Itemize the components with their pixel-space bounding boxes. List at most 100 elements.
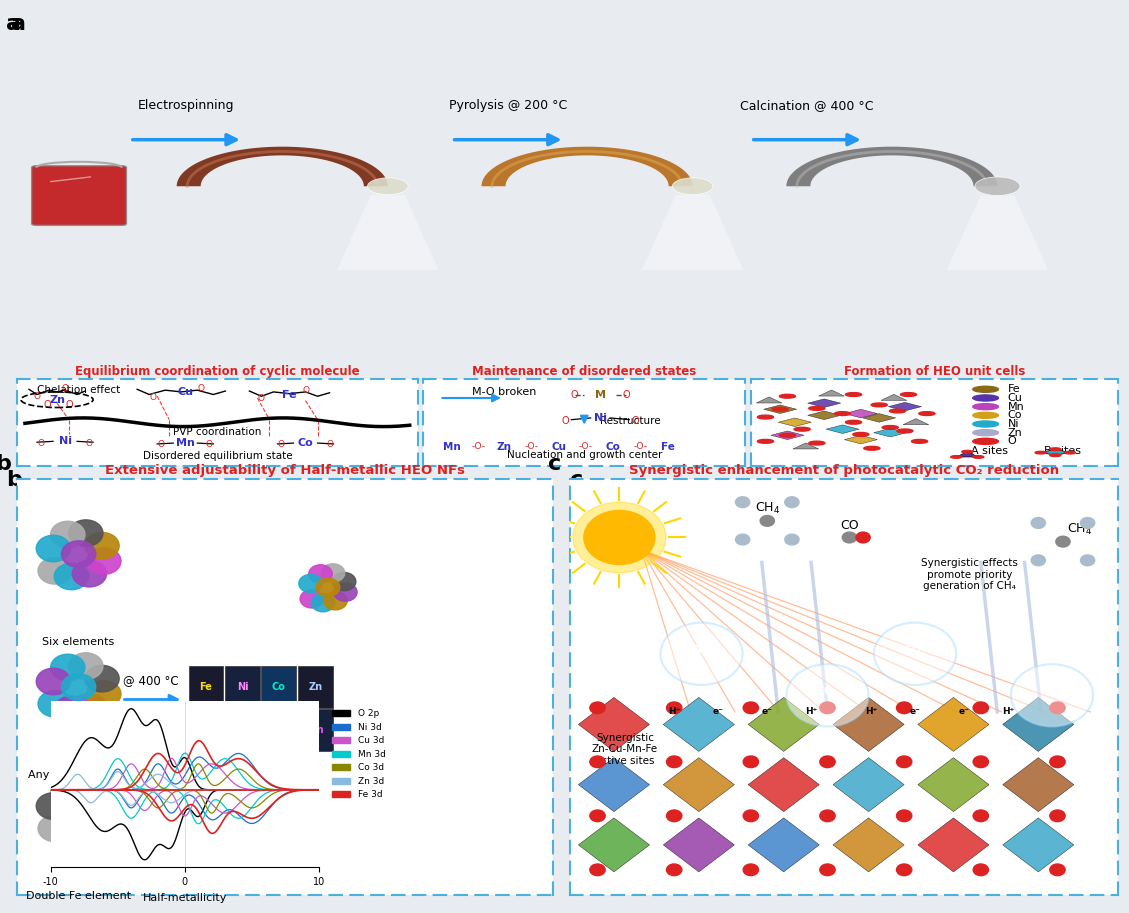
Polygon shape: [771, 431, 804, 439]
Text: Fe: Fe: [236, 768, 248, 778]
Text: e⁻: e⁻: [762, 708, 772, 717]
Text: Ni: Ni: [59, 436, 71, 446]
Text: H⁺: H⁺: [805, 708, 817, 717]
Polygon shape: [641, 194, 744, 270]
Text: CH$_4$: CH$_4$: [1067, 521, 1092, 537]
Circle shape: [333, 583, 357, 602]
FancyBboxPatch shape: [189, 709, 224, 750]
Circle shape: [87, 805, 121, 832]
FancyBboxPatch shape: [225, 666, 260, 708]
Circle shape: [38, 558, 72, 584]
Text: O: O: [257, 394, 265, 404]
Circle shape: [758, 439, 773, 443]
Text: Co: Co: [606, 442, 621, 452]
Text: Mn: Mn: [176, 438, 194, 448]
Text: b: b: [6, 470, 21, 490]
Text: Fe: Fe: [282, 390, 297, 400]
Circle shape: [919, 412, 935, 415]
Circle shape: [673, 178, 714, 194]
Circle shape: [973, 395, 998, 401]
Circle shape: [973, 404, 998, 410]
Circle shape: [856, 532, 870, 543]
Text: Zn: Zn: [49, 394, 65, 404]
Circle shape: [1056, 536, 1070, 547]
Text: CO$_2$: CO$_2$: [904, 643, 926, 656]
Text: O: O: [622, 390, 630, 400]
Circle shape: [758, 415, 773, 419]
Circle shape: [36, 535, 70, 561]
FancyBboxPatch shape: [225, 709, 260, 750]
Text: O: O: [150, 393, 157, 402]
Text: a: a: [11, 14, 26, 34]
Circle shape: [872, 403, 887, 407]
Text: b: b: [0, 455, 11, 475]
Text: Cu: Cu: [1008, 393, 1023, 403]
Text: H⁺: H⁺: [865, 708, 877, 717]
Circle shape: [1050, 702, 1065, 714]
Text: O: O: [561, 415, 569, 425]
Text: e⁻: e⁻: [959, 708, 970, 717]
Polygon shape: [844, 409, 877, 418]
Circle shape: [61, 674, 96, 700]
Title: Formation of HEO unit cells: Formation of HEO unit cells: [843, 364, 1025, 378]
Text: a: a: [6, 14, 20, 34]
Text: Cu: Cu: [235, 725, 250, 735]
Text: H⁺: H⁺: [668, 708, 681, 717]
Circle shape: [589, 756, 605, 768]
Circle shape: [743, 810, 759, 822]
Circle shape: [54, 821, 88, 847]
Circle shape: [973, 438, 998, 445]
Text: Cu: Cu: [272, 768, 286, 778]
Text: Any five elements: Any five elements: [28, 771, 129, 780]
Text: Fe: Fe: [200, 682, 212, 692]
Circle shape: [834, 412, 850, 415]
Circle shape: [51, 521, 85, 548]
Circle shape: [882, 425, 899, 429]
Polygon shape: [889, 403, 921, 411]
Text: O: O: [43, 400, 51, 410]
Text: Ni: Ni: [237, 682, 248, 692]
Polygon shape: [833, 818, 904, 872]
Circle shape: [368, 178, 409, 194]
Polygon shape: [663, 758, 734, 812]
Polygon shape: [807, 411, 841, 420]
Polygon shape: [663, 698, 734, 751]
Circle shape: [787, 664, 868, 727]
Circle shape: [911, 439, 928, 443]
Circle shape: [72, 693, 106, 719]
Text: Fe: Fe: [660, 442, 675, 452]
Text: Zn: Zn: [308, 682, 323, 692]
Circle shape: [735, 534, 750, 545]
Polygon shape: [819, 390, 844, 396]
FancyBboxPatch shape: [189, 751, 224, 793]
Circle shape: [1031, 518, 1045, 529]
Polygon shape: [833, 758, 904, 812]
Circle shape: [666, 756, 682, 768]
Text: Zn: Zn: [497, 442, 511, 452]
Circle shape: [572, 502, 666, 572]
Polygon shape: [946, 195, 1049, 270]
Circle shape: [299, 574, 323, 593]
Polygon shape: [787, 147, 998, 186]
Text: Mn: Mn: [444, 442, 462, 452]
Polygon shape: [874, 428, 907, 437]
Polygon shape: [778, 418, 812, 426]
Circle shape: [973, 702, 989, 714]
Text: -O-: -O-: [633, 442, 648, 451]
Polygon shape: [1003, 818, 1074, 872]
Circle shape: [666, 702, 682, 714]
Circle shape: [794, 427, 811, 431]
Circle shape: [896, 864, 912, 876]
Circle shape: [85, 790, 120, 816]
Text: O: O: [198, 384, 204, 393]
Polygon shape: [663, 818, 734, 872]
Circle shape: [820, 702, 835, 714]
Polygon shape: [918, 818, 989, 872]
Circle shape: [735, 497, 750, 508]
Circle shape: [666, 810, 682, 822]
Text: O: O: [37, 438, 44, 447]
FancyBboxPatch shape: [262, 709, 296, 750]
Circle shape: [896, 429, 913, 433]
Polygon shape: [1003, 758, 1074, 812]
Polygon shape: [844, 436, 877, 444]
